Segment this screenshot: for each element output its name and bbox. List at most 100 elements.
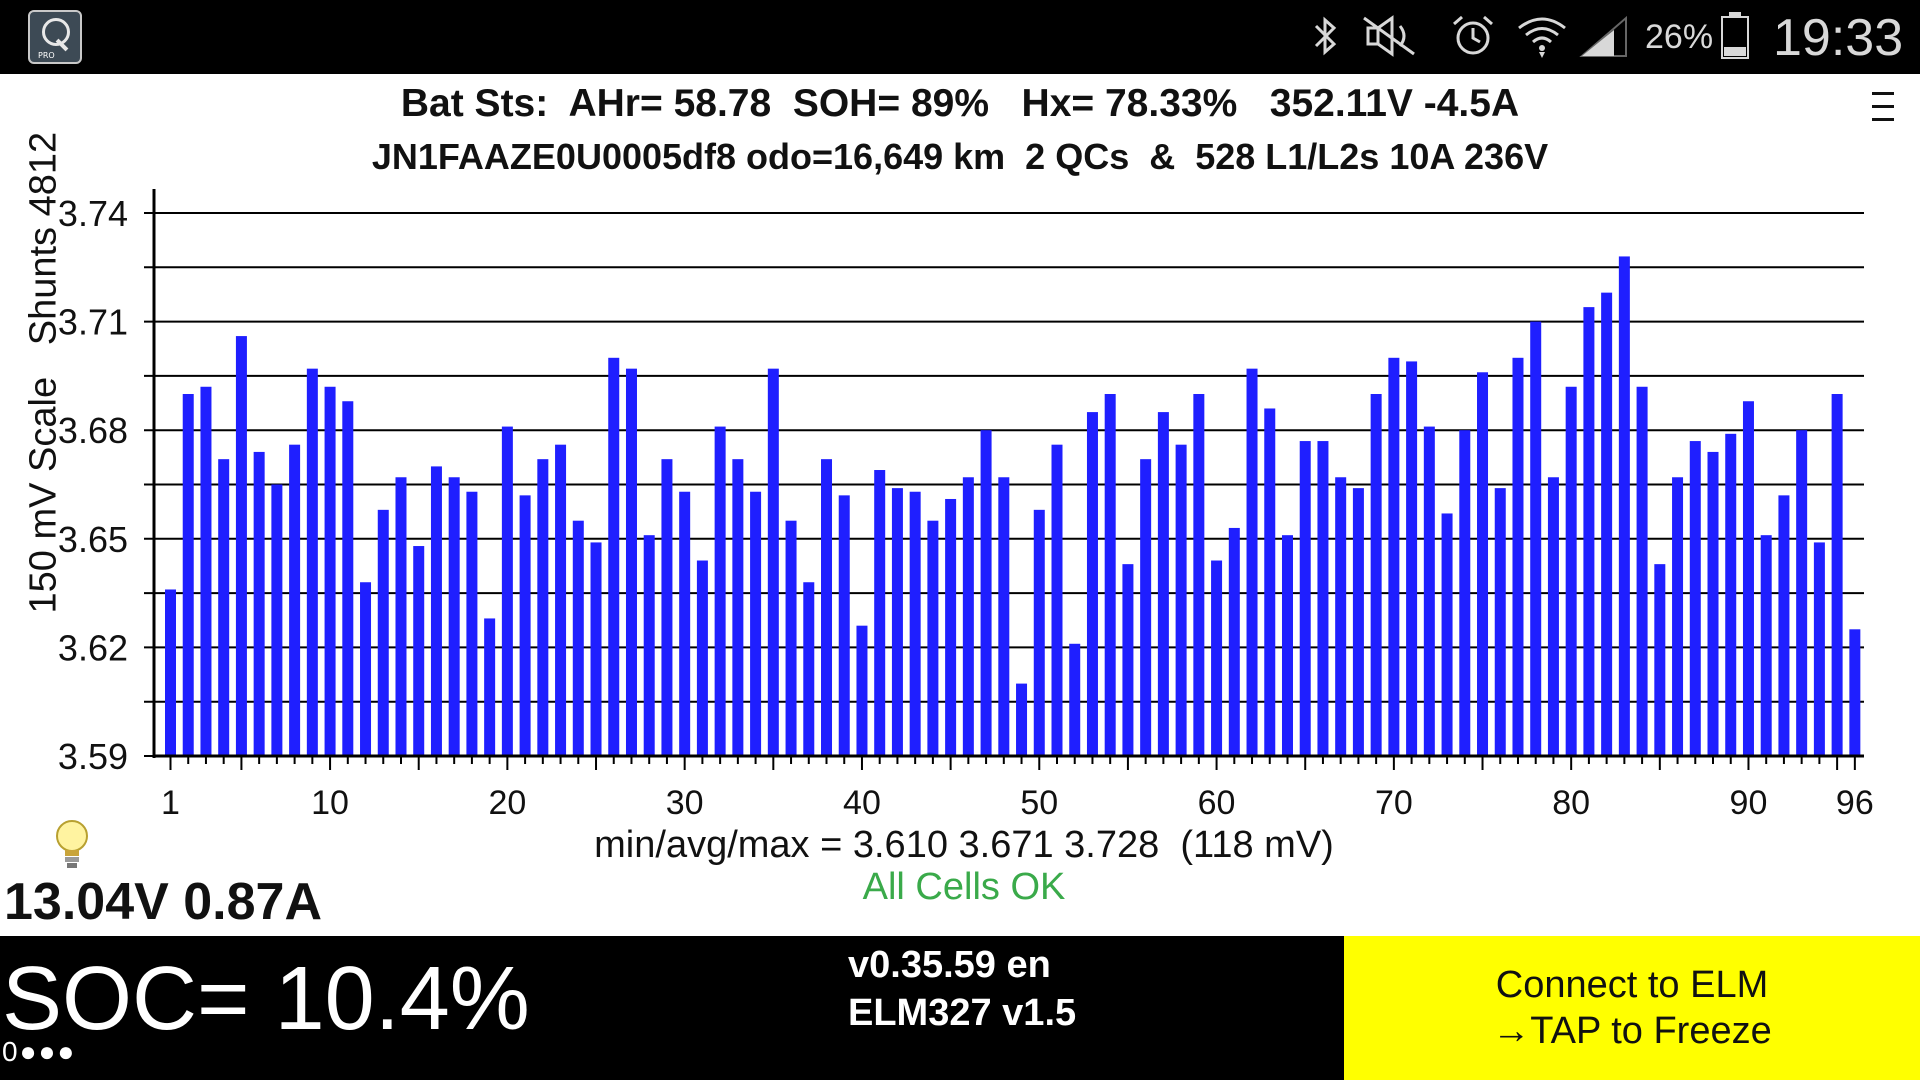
cell-bar (1494, 488, 1506, 756)
cell-bar (643, 535, 655, 756)
cell-bar (253, 451, 265, 756)
cell-bar (1140, 459, 1152, 756)
cell-bar (803, 582, 815, 756)
cell-bar (1725, 433, 1737, 756)
cell-bar (165, 589, 176, 756)
cell-bar (377, 509, 389, 756)
alarm-icon (1453, 15, 1493, 55)
battery-icon (1721, 12, 1749, 59)
y-tick-label: 3.74 (58, 193, 128, 234)
app-icon[interactable]: PRO (28, 10, 82, 64)
lightbulb-icon[interactable] (50, 818, 94, 872)
menu-icon[interactable] (1872, 92, 1894, 128)
cell-bar (360, 582, 372, 756)
cell-bar (1707, 451, 1719, 756)
cell-bar (732, 459, 744, 756)
aux-battery-readout: 13.04V 0.87A (4, 873, 323, 931)
cell-bar (909, 491, 921, 756)
cell-bar (1264, 408, 1276, 756)
cell-bar (945, 498, 957, 756)
x-tick-label: 40 (843, 784, 881, 820)
cell-bar (448, 477, 460, 756)
cell-bar (1813, 542, 1825, 756)
cell-bar (1016, 683, 1028, 756)
cell-bar (998, 477, 1010, 756)
cell-bar (1423, 426, 1435, 756)
cell-bar (1246, 368, 1258, 756)
cell-bar (1849, 629, 1861, 756)
cell-voltage-chart[interactable]: 3.74 3.71 3.68 3.65 3.62 3.59 1 10 20 30 40 50 60 70 8… (0, 180, 1920, 820)
cell-bar (289, 444, 301, 756)
cell-bar (1335, 477, 1347, 756)
cell-bar (714, 426, 726, 756)
cell-bar (1672, 477, 1684, 756)
x-tick-label: 96 (1836, 784, 1874, 820)
cell-bar (1122, 564, 1134, 756)
cell-bar (696, 560, 708, 756)
cell-bar (608, 357, 620, 756)
cell-bar (1742, 401, 1754, 756)
cell-bar (927, 520, 939, 756)
cell-bar (1530, 321, 1542, 756)
x-tick-label: 90 (1730, 784, 1768, 820)
battery-percent: 26% (1645, 18, 1714, 56)
y-tick-label: 3.71 (58, 302, 128, 343)
y-tick-label: 3.68 (58, 410, 128, 451)
cell-bar (1086, 412, 1098, 756)
cell-bar (1636, 386, 1648, 756)
cell-bar (1370, 394, 1382, 756)
cell-bar (1565, 386, 1577, 756)
cell-bar (1228, 527, 1240, 756)
cell-bar (821, 459, 833, 756)
cell-bar (218, 459, 230, 756)
cell-bar (430, 466, 442, 756)
min-avg-max-readout: min/avg/max = 3.610 3.671 3.728 (118 mV) (594, 824, 1334, 866)
cell-bar (1547, 477, 1559, 756)
freeze-label: →TAP to Freeze (1492, 1010, 1772, 1052)
cell-bar (1618, 256, 1630, 756)
cell-bar (413, 546, 425, 756)
cell-bar (235, 336, 247, 756)
app-version: v0.35.59 en (848, 944, 1051, 986)
cell-bar (1778, 495, 1790, 756)
x-tick-label: 1 (161, 784, 180, 820)
cell-bar (750, 491, 762, 756)
cells-status: All Cells OK (862, 866, 1066, 908)
cell-bar (324, 386, 336, 756)
cell-bar (1831, 394, 1843, 756)
cell-bar (856, 625, 868, 756)
cell-bar (555, 444, 567, 756)
cell-bar (891, 488, 903, 756)
cell-bar (1157, 412, 1169, 756)
cell-bar (874, 470, 886, 756)
cell-bar (980, 430, 992, 756)
x-tick-label: 80 (1552, 784, 1590, 820)
y-tick-label: 3.59 (58, 736, 128, 777)
cell-bar (182, 394, 194, 756)
wifi-icon (1518, 17, 1566, 58)
cell-bar (271, 484, 283, 756)
signal-icon (1579, 15, 1627, 57)
cell-bar (395, 477, 407, 756)
cell-bar (1459, 430, 1471, 756)
y-tick-label: 3.65 (58, 519, 128, 560)
connection-dots: 0●●● (2, 1036, 77, 1067)
cell-bar (1601, 292, 1613, 756)
cell-bar (1689, 441, 1701, 756)
cell-bar (1406, 361, 1418, 756)
cell-bar (1317, 441, 1329, 756)
x-tick-label: 50 (1020, 784, 1058, 820)
y-tick-label: 3.62 (58, 627, 128, 668)
cell-bar (466, 491, 478, 756)
status-bar: PRO 26% 19:33 (0, 0, 1920, 74)
cell-bar (1441, 513, 1453, 756)
cell-bar (501, 426, 513, 756)
cell-bar (1033, 509, 1045, 756)
cell-bar (625, 368, 637, 756)
connect-elm-button[interactable]: Connect to ELM →TAP to Freeze (1344, 936, 1920, 1080)
cell-bar (484, 618, 496, 756)
cell-bar (1104, 394, 1116, 756)
cell-bar (1281, 535, 1293, 756)
cell-bar (767, 368, 779, 756)
cell-bar (1388, 357, 1400, 756)
